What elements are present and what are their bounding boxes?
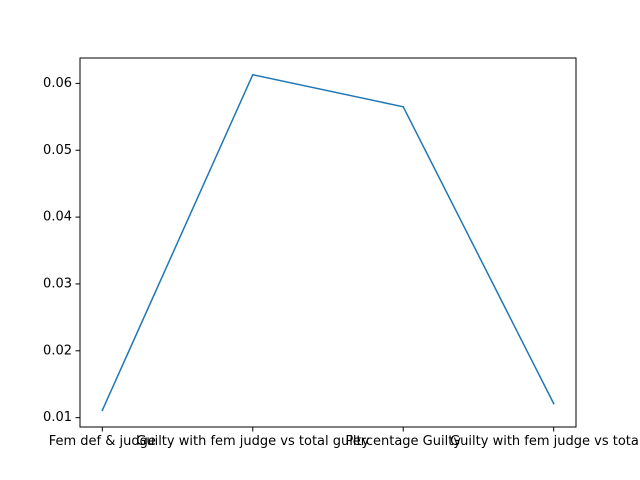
y-tick-label: 0.06 — [43, 76, 72, 91]
plot-area-background — [80, 58, 576, 427]
series-layer — [101, 73, 555, 412]
y-tick-label: 0.03 — [43, 276, 72, 291]
data-point — [402, 106, 404, 108]
y-tick-label: 0.05 — [43, 143, 72, 158]
plot-frame — [79, 57, 577, 428]
y-tick-label: 0.04 — [43, 210, 72, 225]
x-tick-label: Percentage Guilty — [345, 434, 461, 449]
data-point — [252, 73, 254, 76]
y-tick-label: 0.02 — [43, 343, 72, 358]
x-tick-label: Guilty with fem judge vs total guilty — [136, 434, 369, 449]
data-point — [552, 402, 555, 405]
y-tick-label: 0.01 — [43, 410, 72, 425]
x-tick-label: Guilty with fem judge vs total w — [450, 434, 640, 449]
data-point — [101, 409, 104, 412]
y-axis: 0.01 0.02 0.03 0.04 0.05 0.06 — [43, 76, 80, 425]
x-tick-label: Fem def & judge — [49, 434, 156, 449]
series-line-0 — [101, 73, 555, 412]
